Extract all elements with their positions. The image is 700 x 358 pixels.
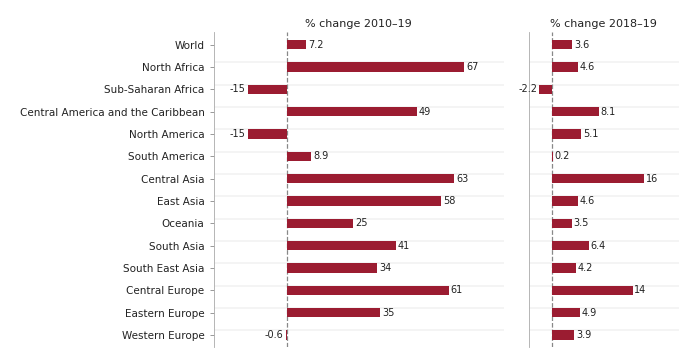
- Text: 3.9: 3.9: [576, 330, 592, 340]
- Text: 8.9: 8.9: [313, 151, 328, 161]
- Text: 49: 49: [419, 107, 431, 117]
- Bar: [288, 196, 440, 205]
- Text: -15: -15: [230, 129, 246, 139]
- Text: 58: 58: [442, 196, 455, 206]
- Text: 14: 14: [634, 285, 647, 295]
- Text: -15: -15: [230, 84, 246, 94]
- Bar: [286, 330, 288, 340]
- Bar: [552, 62, 578, 72]
- Text: 7.2: 7.2: [309, 39, 324, 49]
- Bar: [552, 263, 576, 273]
- Bar: [248, 129, 288, 139]
- Bar: [288, 62, 464, 72]
- Text: 25: 25: [356, 218, 368, 228]
- Text: -0.6: -0.6: [265, 330, 284, 340]
- Bar: [552, 151, 553, 161]
- Bar: [288, 241, 396, 250]
- Bar: [552, 196, 578, 205]
- Text: 41: 41: [398, 241, 410, 251]
- Text: 61: 61: [451, 285, 463, 295]
- Bar: [552, 219, 572, 228]
- Text: 4.9: 4.9: [582, 308, 597, 318]
- Bar: [288, 219, 354, 228]
- Bar: [288, 308, 380, 317]
- Text: 3.6: 3.6: [574, 39, 589, 49]
- Bar: [552, 129, 581, 139]
- Text: 0.2: 0.2: [554, 151, 570, 161]
- Text: -2.2: -2.2: [518, 84, 537, 94]
- Text: 6.4: 6.4: [590, 241, 606, 251]
- Text: 4.2: 4.2: [578, 263, 593, 273]
- Bar: [539, 84, 552, 94]
- Text: 35: 35: [382, 308, 394, 318]
- Bar: [288, 40, 307, 49]
- Bar: [552, 40, 573, 49]
- Text: 3.5: 3.5: [574, 218, 589, 228]
- Text: 63: 63: [456, 174, 468, 184]
- Text: 16: 16: [646, 174, 658, 184]
- Text: % change 2010–19: % change 2010–19: [305, 19, 412, 29]
- Bar: [288, 263, 377, 273]
- Text: 4.6: 4.6: [580, 196, 595, 206]
- Bar: [248, 84, 288, 94]
- Bar: [288, 286, 449, 295]
- Text: 4.6: 4.6: [580, 62, 595, 72]
- Bar: [552, 308, 580, 317]
- Bar: [288, 174, 454, 183]
- Bar: [288, 107, 416, 116]
- Bar: [552, 330, 574, 340]
- Bar: [552, 241, 589, 250]
- Text: 5.1: 5.1: [583, 129, 598, 139]
- Text: 67: 67: [466, 62, 479, 72]
- Text: % change 2018–19: % change 2018–19: [550, 19, 657, 29]
- Bar: [552, 107, 598, 116]
- Text: 8.1: 8.1: [601, 107, 615, 117]
- Bar: [288, 151, 311, 161]
- Text: 34: 34: [379, 263, 391, 273]
- Bar: [552, 286, 633, 295]
- Bar: [552, 174, 644, 183]
